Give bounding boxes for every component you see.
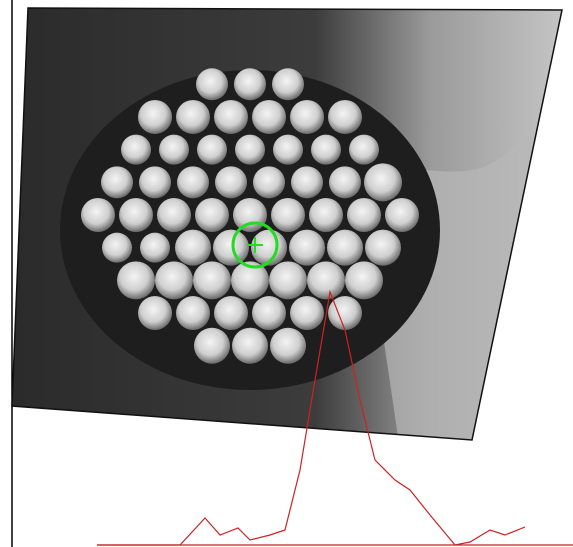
rod-end	[101, 166, 133, 198]
rod-end	[289, 230, 325, 266]
rod-end	[290, 100, 324, 134]
rod-end	[196, 68, 228, 100]
rod-end	[213, 230, 249, 266]
rod-end	[364, 163, 402, 201]
rod-end	[214, 100, 248, 134]
rod-end	[176, 100, 210, 134]
rod-end	[176, 296, 210, 330]
rod-end	[214, 296, 248, 330]
rod-end	[252, 296, 286, 330]
rod-end	[175, 230, 211, 266]
rod-end	[365, 230, 401, 266]
rod-end	[193, 261, 231, 299]
rod-end	[270, 328, 306, 364]
camera-image	[0, 0, 573, 450]
rod-end	[307, 261, 345, 299]
rod-end	[328, 100, 362, 134]
rod-end	[195, 198, 229, 232]
rod-end	[232, 328, 268, 364]
rod-end	[349, 135, 379, 165]
rod-end	[81, 198, 115, 232]
rod-end	[347, 198, 381, 232]
rod-end	[159, 135, 189, 165]
rod-end	[233, 198, 267, 232]
rod-end	[177, 166, 209, 198]
rod-end	[139, 166, 171, 198]
rod-end	[138, 100, 172, 134]
vision-view	[0, 0, 573, 547]
rod-end	[291, 166, 323, 198]
rod-end	[253, 166, 285, 198]
rod-end	[311, 135, 341, 165]
rod-end	[269, 261, 307, 299]
rod-end	[197, 135, 227, 165]
rod-end	[215, 166, 247, 198]
rod-end	[140, 233, 170, 263]
rod-end	[121, 135, 151, 165]
rod-end	[102, 233, 132, 263]
rod-end	[138, 296, 172, 330]
rod-end	[327, 230, 363, 266]
rod-end	[309, 198, 343, 232]
rod-end	[273, 135, 303, 165]
rod-end	[272, 68, 304, 100]
rod-end	[290, 296, 324, 330]
page: (() => { const photo = document.getEleme…	[0, 0, 573, 547]
rod-end	[119, 198, 153, 232]
rod-end	[235, 135, 265, 165]
rod-end	[194, 328, 230, 364]
rod-end	[345, 261, 383, 299]
rod-end	[252, 100, 286, 134]
rod-end	[385, 198, 419, 232]
rod-end	[271, 198, 305, 232]
rod-end	[155, 261, 193, 299]
rod-end	[329, 166, 361, 198]
rod-end	[157, 198, 191, 232]
rod-end	[234, 68, 266, 100]
rod-end	[117, 261, 155, 299]
